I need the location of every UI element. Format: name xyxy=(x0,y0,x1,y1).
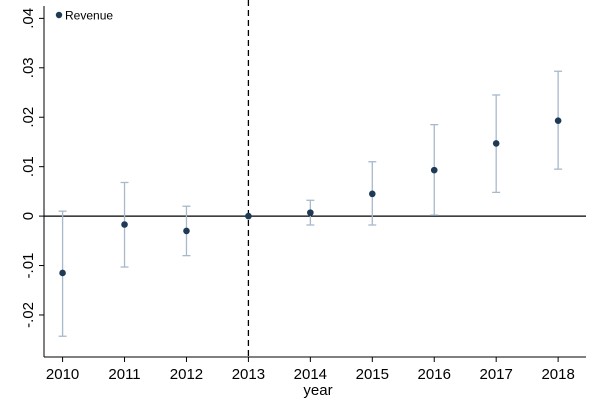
data-point xyxy=(430,166,438,174)
y-tick-label: -.01 xyxy=(20,253,37,279)
data-points xyxy=(59,117,562,277)
x-axis-ticks: 2010 2011 2012 2013 2014 2015 2016 2017 2018 xyxy=(46,357,575,383)
data-point xyxy=(492,140,500,147)
data-point xyxy=(183,227,190,235)
y-tick-label: 0 xyxy=(20,212,37,220)
legend-marker xyxy=(55,11,63,19)
y-tick-label: -.02 xyxy=(20,302,37,328)
y-axis-ticks: -.02 -.01 0 .01 .02 .03 .04 xyxy=(20,8,44,328)
data-point xyxy=(121,221,128,228)
x-axis-title: year xyxy=(303,382,332,399)
x-tick-label: 2016 xyxy=(418,366,451,383)
reference-lines xyxy=(44,0,586,357)
legend-label-revenue: Revenue xyxy=(65,9,113,23)
axes xyxy=(43,6,586,358)
x-tick-label: 2012 xyxy=(170,366,203,383)
data-point xyxy=(245,212,252,220)
y-tick-label: .03 xyxy=(20,57,37,78)
y-tick-label: .01 xyxy=(20,156,37,177)
data-point xyxy=(307,209,314,216)
x-tick-label: 2015 xyxy=(356,366,389,383)
x-tick-label: 2010 xyxy=(46,366,79,383)
data-point xyxy=(59,269,66,277)
data-point xyxy=(554,117,562,124)
legend: Revenue xyxy=(55,9,113,23)
x-tick-label: 2014 xyxy=(294,366,327,383)
y-tick-label: .04 xyxy=(20,8,37,29)
x-tick-label: 2018 xyxy=(541,366,574,383)
x-tick-label: 2017 xyxy=(479,366,512,383)
y-tick-label: .02 xyxy=(20,107,37,128)
x-tick-label: 2011 xyxy=(108,366,140,383)
data-point xyxy=(368,190,376,198)
x-tick-label: 2013 xyxy=(232,366,265,383)
confidence-intervals xyxy=(58,70,563,337)
